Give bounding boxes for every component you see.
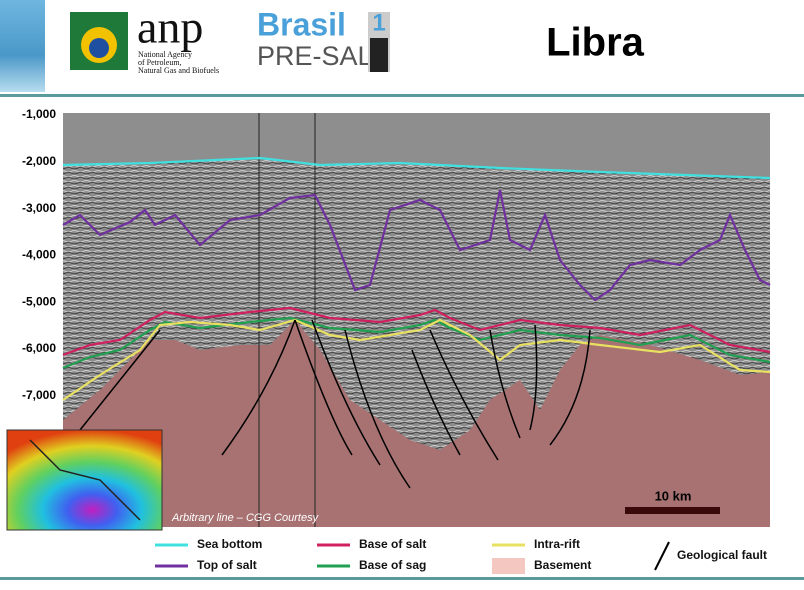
brand-number: 1 xyxy=(372,9,385,36)
legend-label: Intra-rift xyxy=(534,537,580,551)
anp-drop-inner xyxy=(89,38,109,58)
fault xyxy=(529,324,538,431)
brand-presalt: PRE-SALT xyxy=(257,41,387,71)
header-strip xyxy=(0,0,45,92)
scale-bar xyxy=(625,507,720,514)
top-of-salt xyxy=(62,189,771,302)
legend-label: Geological fault xyxy=(677,548,767,562)
agency-short: anp xyxy=(137,2,203,53)
basement xyxy=(63,320,770,527)
legend-label: Basement xyxy=(534,558,591,572)
fault xyxy=(429,329,499,461)
depth-label: -5,000 xyxy=(22,294,56,308)
depth-label: -2,000 xyxy=(22,154,56,168)
scale-label: 10 km xyxy=(655,488,692,503)
sea-bottom xyxy=(62,156,771,180)
depth-label: -3,000 xyxy=(22,201,56,215)
inset-map-line xyxy=(29,439,141,521)
agency-name: National Agency xyxy=(138,50,192,59)
fault xyxy=(294,319,353,456)
fault xyxy=(489,329,521,439)
fault xyxy=(79,329,161,431)
depth-label: -1,000 xyxy=(22,107,56,121)
legend-swatch xyxy=(492,558,525,574)
depth-label: -6,000 xyxy=(22,341,56,355)
legend-label: Base of salt xyxy=(359,537,426,551)
intra-rift xyxy=(62,318,771,401)
agency-name: of Petroleum, xyxy=(138,58,182,67)
depth-label: -7,000 xyxy=(22,388,56,402)
legend-label: Top of salt xyxy=(197,558,257,572)
depth-label: -4,000 xyxy=(22,248,56,262)
fault xyxy=(221,319,296,456)
fault xyxy=(311,319,381,466)
footer-rule xyxy=(0,577,804,580)
fault xyxy=(549,329,591,446)
brand-icon-base xyxy=(370,38,388,72)
fault xyxy=(411,349,461,456)
legend-label: Sea bottom xyxy=(197,537,262,551)
base-of-sag xyxy=(62,316,771,370)
base-of-salt xyxy=(62,306,771,357)
agency-name: Natural Gas and Biofuels xyxy=(138,66,219,75)
slide-title: Libra xyxy=(546,21,645,65)
caption: Arbitrary line – CGG Courtesy xyxy=(171,512,320,524)
legend-swatch xyxy=(654,541,670,571)
inset-map xyxy=(6,429,163,531)
fault xyxy=(344,329,411,489)
brand-brasil: Brasil xyxy=(257,6,346,42)
legend: Sea bottom Top of salt Base of salt Base of… xyxy=(155,537,767,574)
legend-label: Base of sag xyxy=(359,558,426,572)
depth-axis: -1,000 -2,000 -3,000 -4,000 -5,000 -6,000 -7,0… xyxy=(22,107,56,402)
header-rule xyxy=(0,94,804,97)
